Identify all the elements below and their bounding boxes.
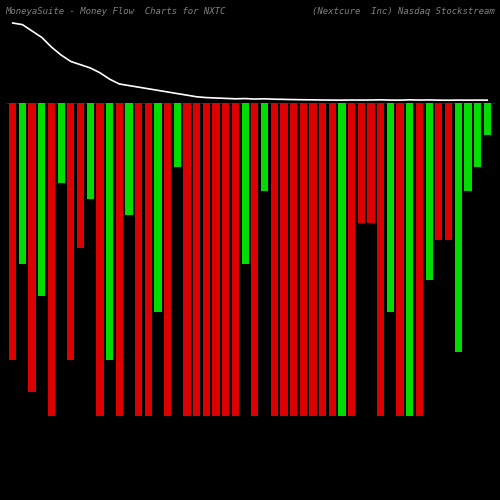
Bar xyxy=(77,103,84,248)
Bar xyxy=(426,103,433,280)
Bar xyxy=(67,103,74,360)
Bar xyxy=(445,103,452,240)
Bar xyxy=(144,103,152,416)
Bar xyxy=(290,103,297,416)
Bar xyxy=(96,103,103,416)
Bar xyxy=(270,103,278,416)
Bar xyxy=(19,103,26,264)
Bar xyxy=(464,103,471,192)
Bar xyxy=(203,103,210,416)
Bar xyxy=(377,103,384,416)
Bar xyxy=(435,103,442,240)
Bar xyxy=(58,103,65,184)
Bar xyxy=(86,103,94,200)
Bar xyxy=(416,103,423,416)
Bar xyxy=(193,103,200,416)
Bar xyxy=(406,103,413,416)
Bar xyxy=(310,103,316,416)
Bar xyxy=(135,103,142,416)
Bar xyxy=(9,103,16,360)
Bar xyxy=(154,103,162,312)
Bar xyxy=(474,103,481,168)
Bar xyxy=(48,103,55,416)
Bar xyxy=(319,103,326,416)
Bar xyxy=(358,103,365,224)
Bar xyxy=(232,103,239,416)
Bar xyxy=(106,103,113,360)
Bar xyxy=(484,103,491,136)
Bar xyxy=(222,103,230,416)
Bar xyxy=(328,103,336,416)
Bar xyxy=(368,103,374,224)
Bar xyxy=(300,103,307,416)
Bar xyxy=(280,103,287,416)
Bar xyxy=(261,103,268,192)
Bar xyxy=(184,103,190,416)
Text: (Nextcure  Inc) Nasdaq Stockstream: (Nextcure Inc) Nasdaq Stockstream xyxy=(312,8,495,16)
Bar xyxy=(387,103,394,312)
Bar xyxy=(396,103,404,416)
Bar xyxy=(338,103,345,416)
Bar xyxy=(38,103,46,296)
Bar xyxy=(126,103,132,216)
Bar xyxy=(212,103,220,416)
Bar xyxy=(164,103,172,416)
Bar xyxy=(454,103,462,352)
Bar xyxy=(251,103,258,416)
Bar xyxy=(348,103,356,416)
Text: MoneyaSuite - Money Flow  Charts for NXTC: MoneyaSuite - Money Flow Charts for NXTC xyxy=(5,8,226,16)
Bar xyxy=(116,103,123,416)
Bar xyxy=(174,103,181,168)
Bar xyxy=(28,103,35,392)
Bar xyxy=(242,103,249,264)
